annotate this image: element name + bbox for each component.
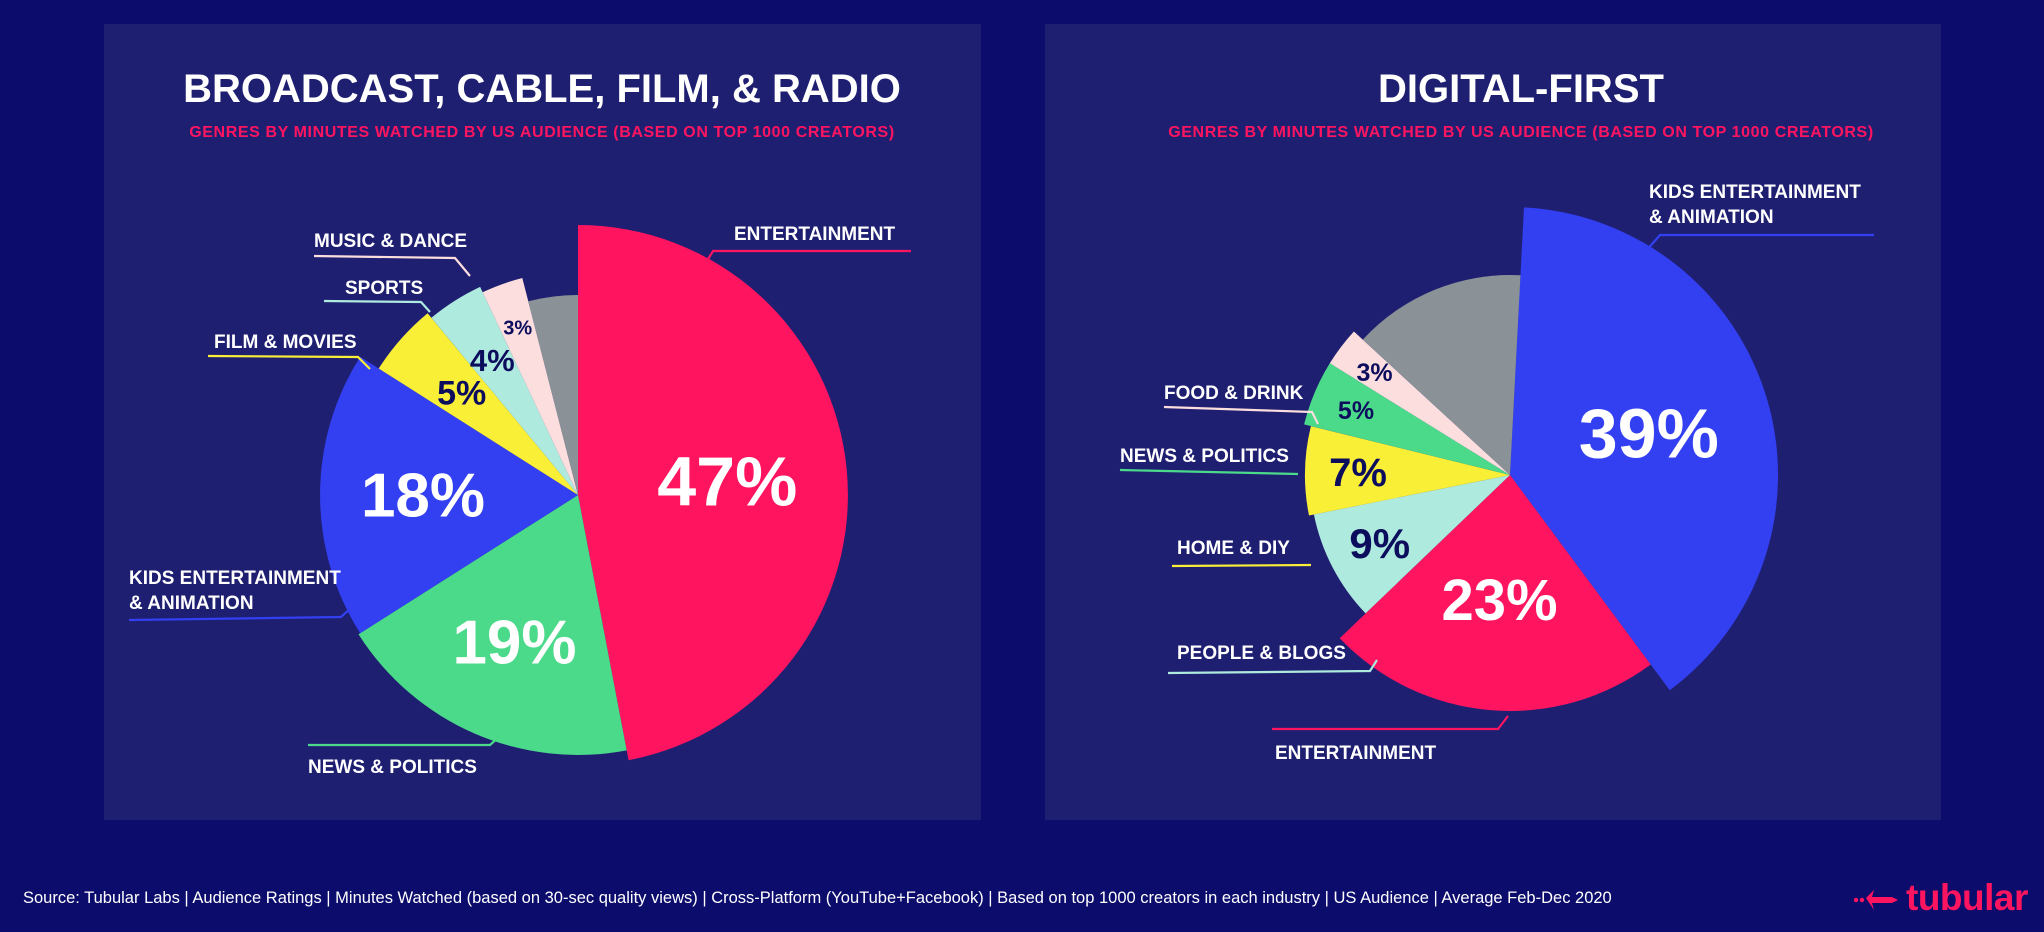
leader-line-home-and-diy [1171, 563, 1312, 568]
leader-line-news-and-politics [1119, 468, 1299, 476]
category-label-kids-entertainment-and-animation: & ANIMATION [1649, 207, 1774, 228]
slice-people-and-blogs [1313, 475, 1510, 614]
value-label-sports: 4% [470, 343, 515, 378]
leader-line-entertainment [1272, 715, 1509, 731]
leader-line-food-and-drink [1163, 405, 1319, 425]
tubular-arrow-icon [1853, 890, 1898, 910]
category-label-sports: SPORTS [345, 278, 423, 299]
value-label-music-and-dance: 3% [503, 318, 532, 340]
category-label-news-and-politics: NEWS & POLITICS [1120, 446, 1289, 467]
category-label-home-and-diy: HOME & DIY [1177, 538, 1290, 559]
value-label-news-and-politics: 5% [1338, 397, 1374, 425]
category-label-news-and-politics: NEWS & POLITICS [308, 757, 477, 778]
value-label-kids-entertainment-and-animation: 18% [361, 462, 485, 531]
slice-film-and-movies [378, 313, 578, 495]
value-label-entertainment: 47% [657, 442, 797, 520]
category-label-music-and-dance: MUSIC & DANCE [314, 231, 467, 252]
slice-music-and-dance [482, 278, 578, 495]
leader-line-people-and-blogs [1167, 659, 1378, 675]
slice-other [1362, 275, 1521, 475]
value-label-people-and-blogs: 9% [1349, 520, 1410, 567]
value-label-kids-entertainment-and-animation: 39% [1579, 395, 1719, 473]
chart-2: DIGITAL-FIRST GENRES BY MINUTES WATCHED B… [1119, 67, 1874, 764]
slice-other [528, 295, 578, 495]
leader-line-music-and-dance [313, 254, 471, 277]
chart-subtitle: GENRES BY MINUTES WATCHED BY US AUDIENCE… [189, 124, 895, 141]
slice-kids-entertainment-and-animation [320, 356, 578, 634]
slice-food-and-drink [1329, 331, 1510, 475]
leader-line-kids-entertainment-and-animation [1645, 233, 1874, 252]
logo-text: tubular [1906, 877, 2028, 918]
slice-entertainment [1339, 475, 1651, 711]
value-label-entertainment: 23% [1441, 568, 1557, 633]
slice-home-and-diy [1304, 426, 1510, 516]
category-label-entertainment: ENTERTAINMENT [1275, 743, 1437, 764]
source-note: Source: Tubular Labs | Audience Ratings … [23, 889, 1612, 907]
value-label-home-and-diy: 7% [1329, 451, 1387, 495]
leader-line-sports [323, 299, 431, 313]
chart-title: DIGITAL-FIRST [1378, 67, 1664, 111]
category-label-film-and-movies: FILM & MOVIES [214, 332, 357, 353]
chart-subtitle: GENRES BY MINUTES WATCHED BY US AUDIENCE… [1168, 124, 1874, 141]
category-label-entertainment: ENTERTAINMENT [734, 224, 896, 245]
category-label-people-and-blogs: PEOPLE & BLOGS [1177, 643, 1346, 664]
category-label-kids-entertainment-and-animation: KIDS ENTERTAINMENT [1649, 182, 1861, 203]
slice-news-and-politics [1304, 363, 1510, 475]
leader-line-entertainment [700, 249, 911, 272]
chart-1: BROADCAST, CABLE, FILM, & RADIO GENRES BY… [128, 67, 911, 778]
slice-news-and-politics [358, 495, 627, 755]
category-label-kids-entertainment-and-animation: KIDS ENTERTAINMENT [129, 568, 341, 589]
value-label-news-and-politics: 19% [452, 609, 576, 678]
slice-kids-entertainment-and-animation [1510, 207, 1779, 691]
leader-line-kids-entertainment-and-animation [128, 606, 353, 622]
leader-line-news-and-politics [308, 735, 501, 747]
category-label-kids-entertainment-and-animation: & ANIMATION [129, 593, 254, 614]
value-label-food-and-drink: 3% [1357, 359, 1393, 387]
chart-title: BROADCAST, CABLE, FILM, & RADIO [183, 67, 901, 111]
slice-entertainment [578, 225, 848, 761]
tubular-logo: tubular [1852, 876, 2028, 920]
leader-line-film-and-movies [207, 354, 371, 370]
category-label-food-and-drink: FOOD & DRINK [1164, 383, 1304, 404]
value-label-film-and-movies: 5% [437, 374, 486, 412]
slice-sports [431, 286, 578, 495]
